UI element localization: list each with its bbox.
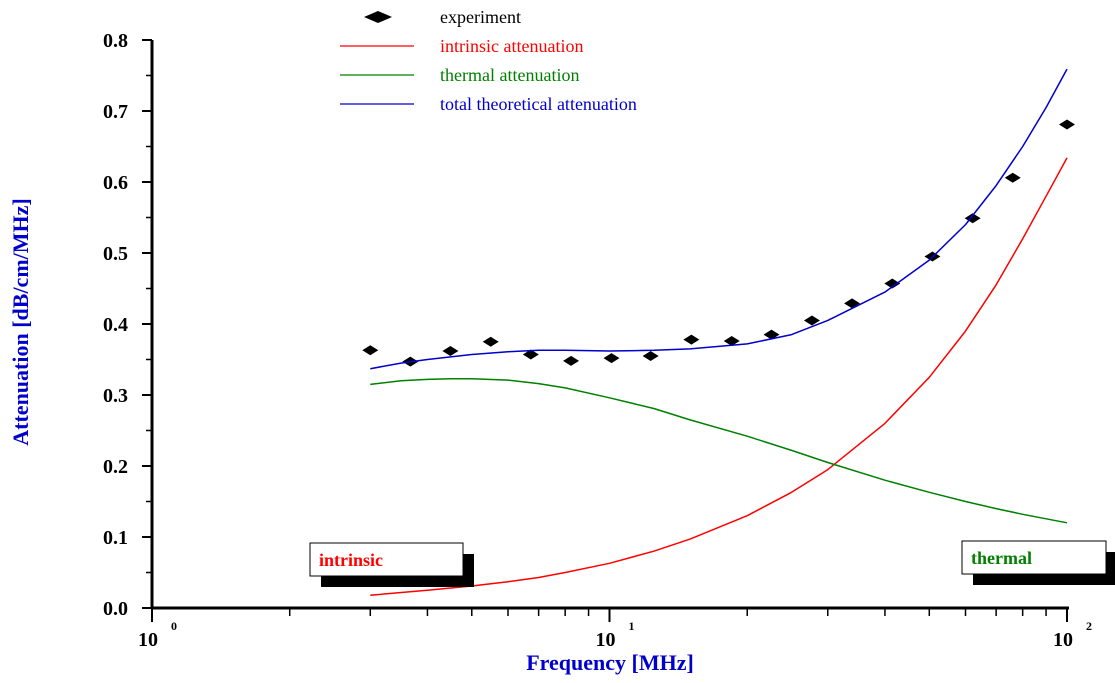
y-tick-label: 0.1 (103, 527, 128, 549)
series-line-intrinsic-attenuation (370, 157, 1068, 596)
annotation-box-intrinsic (309, 542, 464, 577)
y-axis-title: Attenuation [dB/cm/MHz] (8, 198, 33, 445)
y-tick-label: 0.5 (103, 243, 128, 265)
series-line-thermal-attenuation (370, 377, 1068, 524)
experiment-point (442, 345, 459, 356)
annotation-label-intrinsic: intrinsic (319, 550, 383, 570)
x-tick-label-base: 10 (1053, 629, 1073, 651)
y-tick-label: 0.7 (103, 101, 128, 123)
experiment-point (522, 349, 539, 360)
y-tick-label: 0.3 (103, 385, 128, 407)
legend-label: total theoretical attenuation (440, 94, 637, 114)
experiment-point (723, 336, 740, 347)
x-tick-label-exponent: 2 (1086, 619, 1092, 633)
experiment-point (884, 278, 901, 289)
legend-label: intrinsic attenuation (440, 36, 583, 56)
annotation-box-thermal (961, 540, 1107, 575)
annotation-label-thermal: thermal (971, 548, 1032, 568)
y-tick-label: 0.8 (103, 30, 128, 52)
experiment-point (763, 329, 780, 340)
x-tick-label-base: 10 (596, 629, 616, 651)
experiment-point (482, 336, 499, 347)
legend-label: thermal attenuation (440, 65, 579, 85)
legend: experiment intrinsic attenuation thermal a… (340, 7, 637, 114)
legend-marker-experiment (364, 11, 392, 23)
experiment-point (1059, 119, 1075, 130)
experiment-point (642, 350, 659, 361)
y-tick-label: 0.2 (103, 456, 128, 478)
experiment-point (1004, 172, 1021, 183)
experiment-point (803, 315, 820, 326)
annotations: intrinsic thermal (309, 540, 1115, 587)
x-tick-label-base: 10 (138, 629, 158, 651)
y-tick-label: 0.4 (103, 314, 128, 336)
x-axis-title: Frequency [MHz] (526, 650, 694, 675)
axes: 0.0 0.1 0.2 0.3 0.4 0.5 0.6 0.7 0.8 10 0 10 1 10 2 (103, 30, 1092, 651)
experiment-point (683, 334, 700, 345)
experiment-point (563, 355, 580, 366)
series-line-total-theoretical-attenuation (370, 68, 1068, 370)
experiment-point (603, 353, 620, 364)
legend-label: experiment (440, 7, 521, 27)
y-tick-label: 0.6 (103, 172, 128, 194)
plot-area (362, 68, 1075, 596)
experiment-point (362, 345, 379, 356)
y-tick-label: 0.0 (103, 598, 128, 620)
x-tick-label-exponent: 0 (171, 619, 177, 633)
x-tick-label-exponent: 1 (629, 619, 635, 633)
experiment-point (844, 298, 861, 309)
